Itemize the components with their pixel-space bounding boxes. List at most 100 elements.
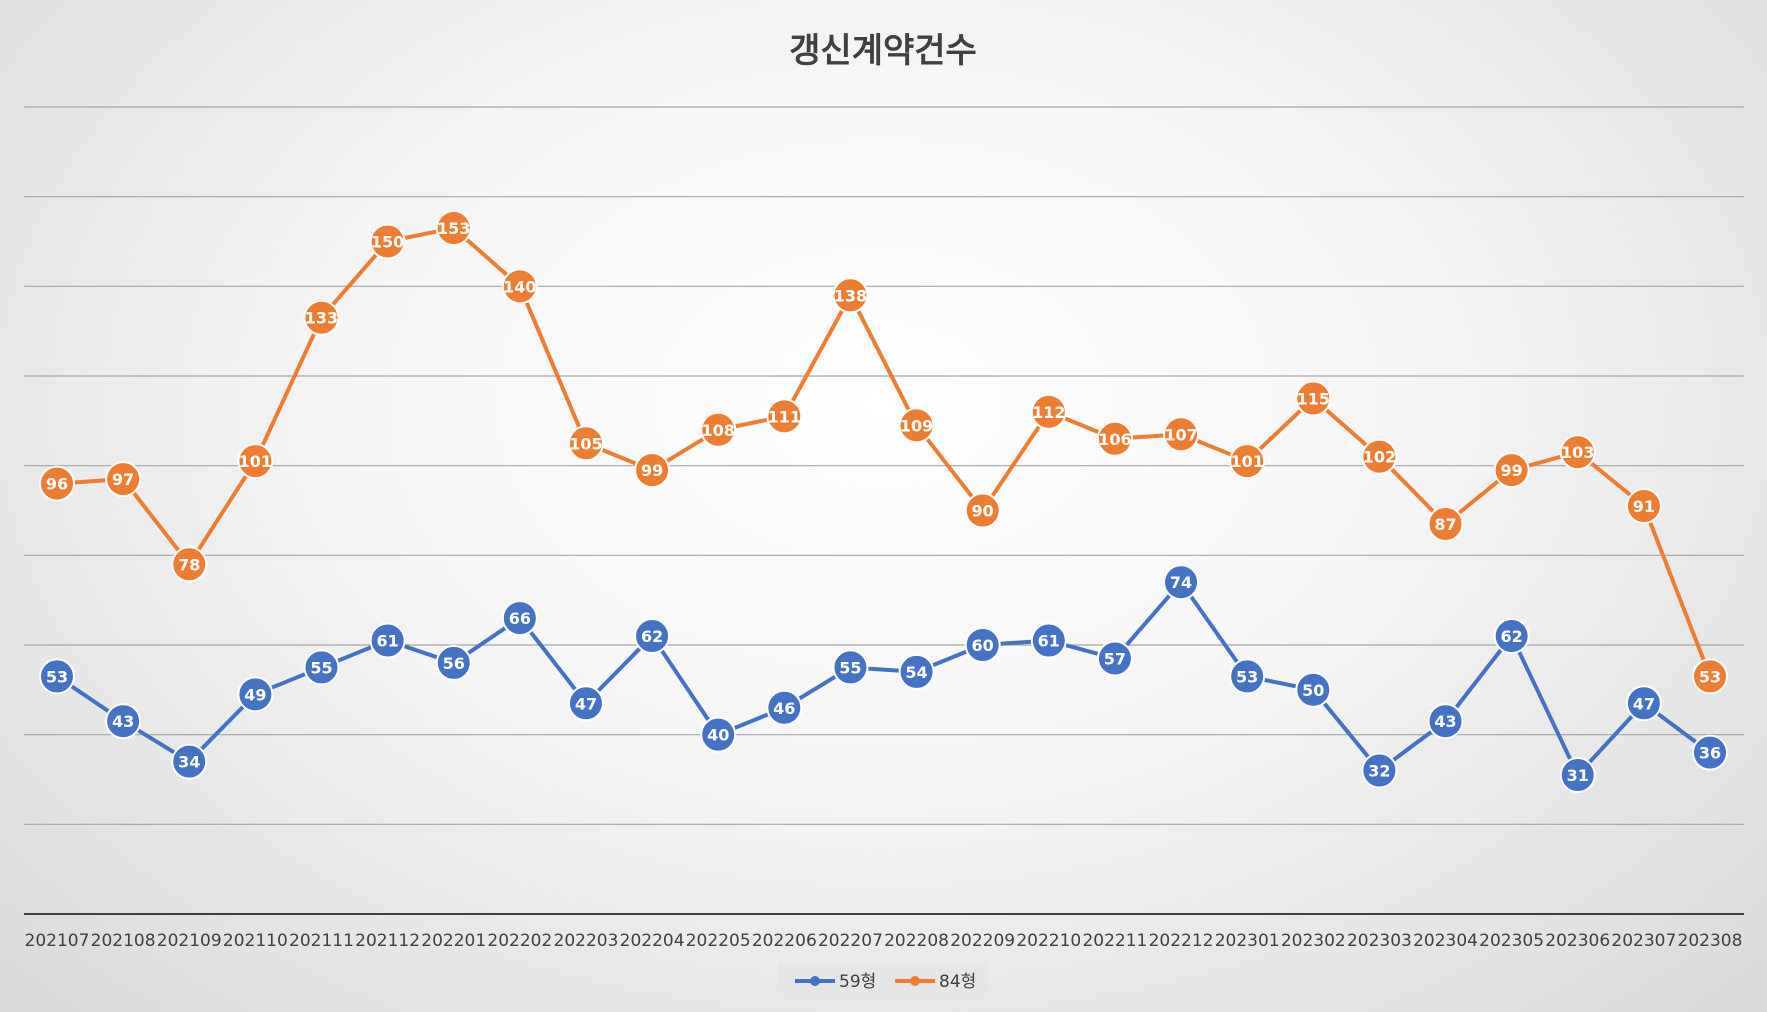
legend-marker [810, 976, 820, 986]
data-point [700, 716, 737, 753]
data-label: 54 [905, 663, 927, 682]
data-label: 102 [1363, 448, 1396, 467]
data-label: 109 [900, 416, 933, 435]
data-label: 43 [112, 712, 134, 731]
data-point [1559, 757, 1596, 794]
data-point [1625, 685, 1662, 722]
data-label: 99 [1501, 461, 1523, 480]
data-label: 62 [1501, 627, 1523, 646]
data-label: 91 [1633, 497, 1655, 516]
gridlines [24, 106, 1744, 825]
data-point [964, 627, 1001, 663]
legend-label: 84형 [939, 972, 976, 992]
data-point [1229, 443, 1266, 480]
data-point [105, 703, 142, 740]
data-label: 62 [641, 627, 663, 646]
data-label: 140 [503, 277, 536, 296]
series-layer: 53 43 34 49 55 61 56 66 47 62 40 46 55 54 60 61 57 74 53 50… [39, 210, 1728, 794]
data-point [964, 492, 1001, 529]
data-point [237, 676, 274, 713]
data-label: 57 [1104, 649, 1126, 668]
data-point [39, 465, 75, 502]
x-tick-label: 202208 [884, 931, 949, 951]
data-label: 34 [178, 753, 200, 772]
data-point [634, 452, 671, 489]
data-label: 53 [46, 667, 68, 686]
x-tick-label: 202304 [1413, 931, 1478, 951]
series-1: 53 43 34 49 55 61 56 66 47 62 40 46 55 54 60 61 57 74 53 50… [39, 564, 1728, 794]
data-point [1427, 703, 1464, 740]
data-label: 66 [509, 609, 531, 628]
data-label: 108 [701, 421, 734, 440]
x-tick-label: 202212 [1149, 931, 1214, 951]
x-tick-label: 202203 [554, 931, 619, 951]
data-point [501, 268, 538, 305]
x-tick-label: 202302 [1281, 931, 1346, 951]
data-point [1692, 658, 1728, 695]
data-point [1361, 438, 1398, 475]
data-point [1096, 640, 1133, 677]
data-label: 49 [244, 685, 266, 704]
data-label: 87 [1434, 515, 1456, 534]
x-tick-label: 202207 [818, 931, 883, 951]
data-point [435, 644, 472, 681]
x-tick-label: 202109 [157, 931, 222, 951]
data-label: 105 [569, 434, 602, 453]
data-label: 74 [1170, 573, 1192, 592]
data-point [1625, 488, 1662, 525]
data-label: 133 [305, 309, 338, 328]
legend-label: 59형 [839, 972, 876, 992]
data-point [303, 649, 340, 686]
data-point [501, 600, 538, 637]
x-tick-label: 202308 [1678, 931, 1743, 951]
data-point [1427, 505, 1464, 542]
x-tick-label: 202211 [1082, 931, 1147, 951]
data-point [1096, 420, 1133, 457]
data-label: 61 [1038, 632, 1060, 651]
data-point [898, 407, 935, 444]
chart-title: 갱신계약건수 [789, 31, 977, 71]
data-point [435, 210, 472, 247]
x-tick-label: 202206 [752, 931, 817, 951]
data-point [766, 689, 803, 726]
data-point [567, 685, 604, 722]
legend: 59형 84형 [778, 962, 988, 998]
x-tick-label: 202205 [686, 931, 751, 951]
x-tick-label: 202107 [25, 931, 90, 951]
data-point [1493, 452, 1530, 489]
data-point [105, 461, 142, 498]
data-point [1559, 434, 1596, 471]
data-label: 53 [1236, 667, 1258, 686]
data-point [237, 443, 274, 480]
data-point [700, 411, 737, 448]
series-line [55, 580, 1712, 778]
data-point [39, 658, 75, 695]
data-label: 97 [112, 470, 134, 489]
data-point [766, 398, 803, 435]
data-point [1692, 734, 1728, 771]
x-axis-tick-labels: 202107 202108 202109 202110 202111 202112 2022… [25, 931, 1743, 951]
data-label: 111 [768, 407, 801, 426]
data-label: 138 [834, 286, 867, 305]
x-tick-label: 202303 [1347, 931, 1412, 951]
data-label: 60 [972, 636, 994, 655]
series-line [56, 226, 1712, 678]
data-point [1030, 622, 1067, 659]
x-tick-label: 202301 [1215, 931, 1280, 951]
data-label: 47 [575, 694, 597, 713]
data-label: 90 [972, 502, 994, 521]
data-label: 61 [376, 632, 398, 651]
data-point [1361, 752, 1398, 789]
x-tick-label: 202110 [223, 931, 288, 951]
data-point [1229, 658, 1266, 695]
data-label: 106 [1098, 430, 1131, 449]
data-label: 78 [178, 555, 200, 574]
data-point [1493, 618, 1530, 655]
data-label: 112 [1032, 403, 1065, 422]
data-point [1030, 393, 1067, 430]
data-point [171, 546, 208, 583]
data-label: 32 [1368, 762, 1390, 781]
data-label: 101 [1230, 452, 1263, 471]
data-point [369, 223, 406, 260]
